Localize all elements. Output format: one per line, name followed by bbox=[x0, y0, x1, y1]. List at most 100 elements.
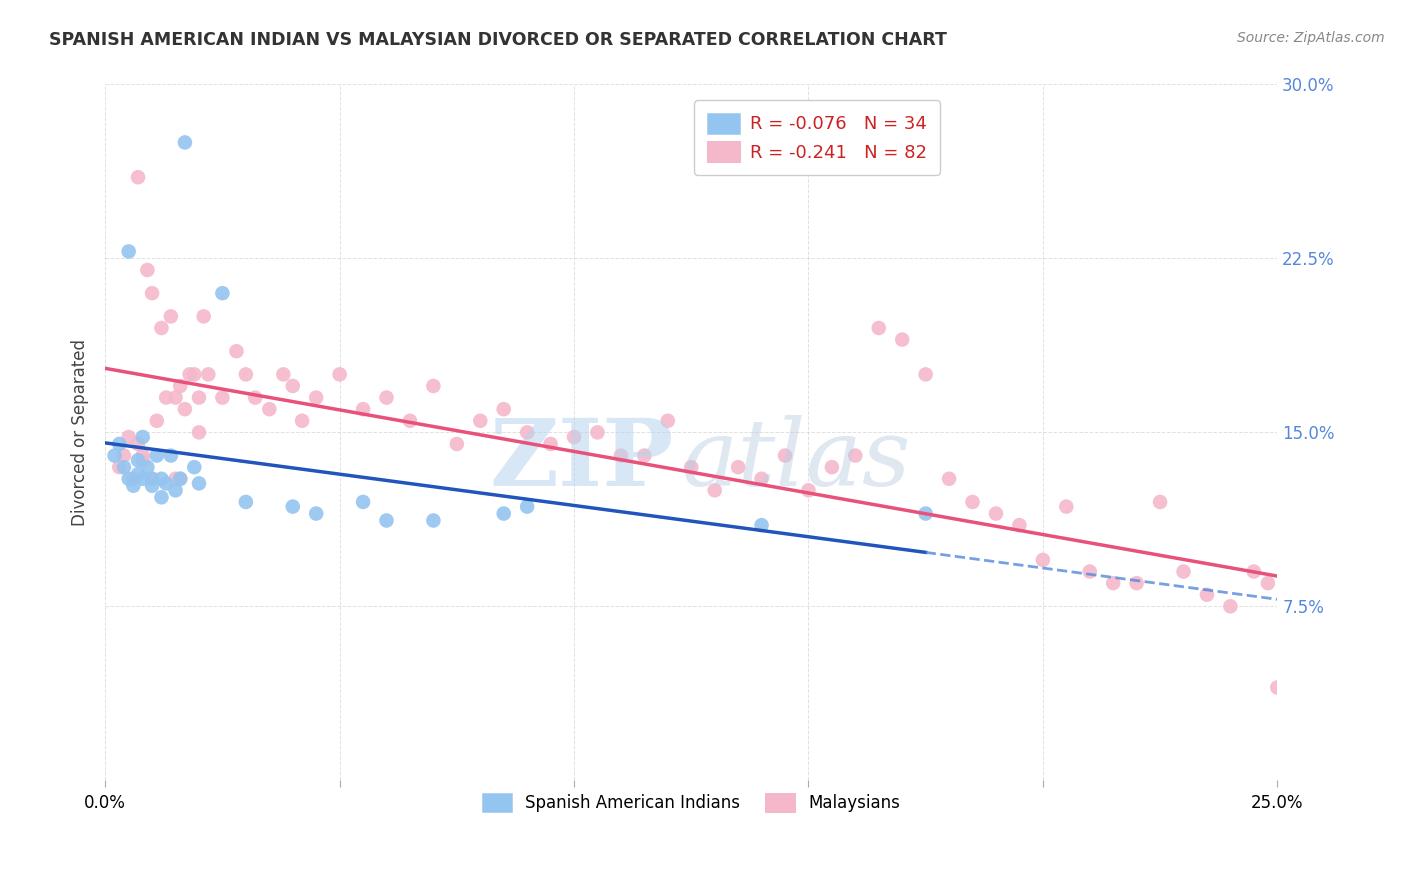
Point bbox=[179, 368, 201, 382]
Point bbox=[821, 460, 844, 475]
Point bbox=[1294, 681, 1316, 695]
Point bbox=[174, 136, 197, 150]
Point bbox=[127, 170, 149, 185]
Point bbox=[146, 414, 169, 428]
Point bbox=[150, 472, 173, 486]
Point bbox=[633, 449, 655, 463]
Point bbox=[1173, 565, 1195, 579]
Point bbox=[329, 368, 352, 382]
Point bbox=[183, 460, 205, 475]
Point bbox=[169, 379, 191, 393]
Point bbox=[150, 321, 173, 335]
Point bbox=[259, 402, 281, 417]
Point bbox=[155, 391, 177, 405]
Point bbox=[188, 425, 211, 440]
Point bbox=[657, 414, 679, 428]
Point bbox=[291, 414, 314, 428]
Point bbox=[1008, 518, 1031, 533]
Point bbox=[132, 472, 155, 486]
Point bbox=[844, 449, 866, 463]
Point bbox=[281, 379, 304, 393]
Point bbox=[562, 430, 585, 444]
Point bbox=[727, 460, 749, 475]
Point bbox=[1257, 576, 1279, 591]
Point bbox=[751, 472, 773, 486]
Point bbox=[962, 495, 984, 509]
Point bbox=[146, 449, 169, 463]
Point bbox=[1265, 681, 1288, 695]
Point bbox=[165, 391, 187, 405]
Point bbox=[197, 368, 219, 382]
Point bbox=[586, 425, 609, 440]
Point bbox=[1289, 692, 1312, 706]
Point bbox=[127, 453, 149, 467]
Point bbox=[108, 460, 131, 475]
Point bbox=[118, 244, 141, 259]
Point bbox=[141, 472, 163, 486]
Point bbox=[132, 449, 155, 463]
Point bbox=[352, 495, 374, 509]
Point bbox=[188, 391, 211, 405]
Point bbox=[183, 368, 205, 382]
Point bbox=[136, 263, 159, 277]
Point bbox=[399, 414, 422, 428]
Point bbox=[141, 479, 163, 493]
Point bbox=[211, 391, 233, 405]
Point bbox=[938, 472, 960, 486]
Point bbox=[127, 467, 149, 482]
Text: SPANISH AMERICAN INDIAN VS MALAYSIAN DIVORCED OR SEPARATED CORRELATION CHART: SPANISH AMERICAN INDIAN VS MALAYSIAN DIV… bbox=[49, 31, 948, 49]
Point bbox=[1149, 495, 1171, 509]
Point bbox=[446, 437, 468, 451]
Point bbox=[1243, 565, 1265, 579]
Point bbox=[132, 453, 155, 467]
Point bbox=[235, 495, 257, 509]
Point bbox=[160, 449, 183, 463]
Point bbox=[1102, 576, 1125, 591]
Point bbox=[1195, 588, 1218, 602]
Point bbox=[112, 460, 135, 475]
Point bbox=[141, 286, 163, 301]
Point bbox=[160, 310, 183, 324]
Point bbox=[540, 437, 562, 451]
Point bbox=[305, 391, 328, 405]
Point bbox=[155, 476, 177, 491]
Point bbox=[681, 460, 703, 475]
Point bbox=[225, 344, 247, 359]
Point bbox=[422, 514, 444, 528]
Point bbox=[273, 368, 295, 382]
Point bbox=[1125, 576, 1147, 591]
Point bbox=[1219, 599, 1241, 614]
Point bbox=[141, 472, 163, 486]
Point bbox=[103, 449, 125, 463]
Point bbox=[108, 437, 131, 451]
Point bbox=[150, 491, 173, 505]
Point bbox=[118, 430, 141, 444]
Point bbox=[1275, 588, 1298, 602]
Point bbox=[868, 321, 890, 335]
Point bbox=[188, 476, 211, 491]
Point bbox=[914, 368, 936, 382]
Point bbox=[245, 391, 267, 405]
Point bbox=[492, 402, 515, 417]
Point bbox=[422, 379, 444, 393]
Point bbox=[470, 414, 492, 428]
Point bbox=[703, 483, 725, 498]
Legend: Spanish American Indians, Malaysians: Spanish American Indians, Malaysians bbox=[470, 781, 912, 824]
Point bbox=[281, 500, 304, 514]
Point bbox=[1279, 599, 1302, 614]
Point bbox=[492, 507, 515, 521]
Point bbox=[122, 472, 145, 486]
Point bbox=[1285, 611, 1308, 625]
Point bbox=[797, 483, 820, 498]
Point bbox=[516, 425, 538, 440]
Point bbox=[751, 518, 773, 533]
Text: atlas: atlas bbox=[682, 415, 911, 505]
Point bbox=[169, 472, 191, 486]
Point bbox=[235, 368, 257, 382]
Point bbox=[914, 507, 936, 521]
Point bbox=[1054, 500, 1077, 514]
Point bbox=[516, 500, 538, 514]
Point bbox=[193, 310, 215, 324]
Point bbox=[1032, 553, 1054, 567]
Point bbox=[773, 449, 796, 463]
